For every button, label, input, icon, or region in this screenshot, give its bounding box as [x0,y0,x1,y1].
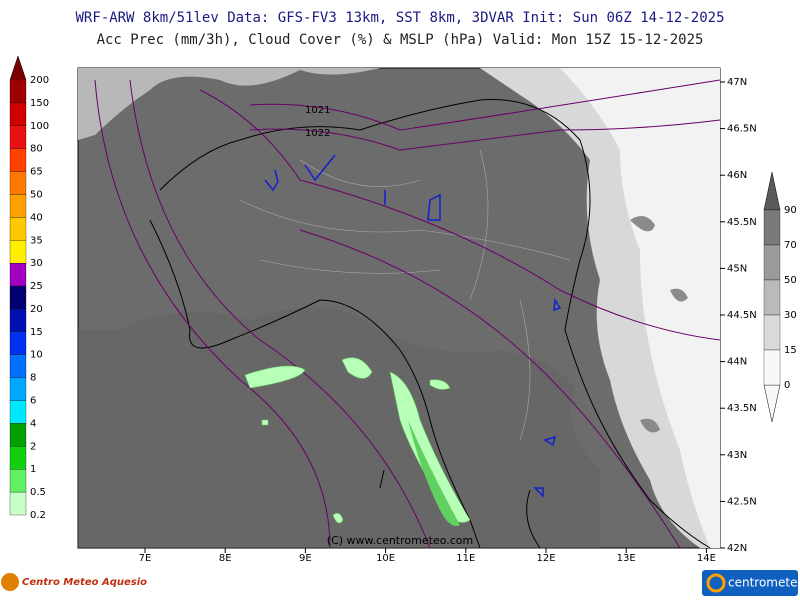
colorbar-segment [9,331,27,355]
colorbar-label: 10 [30,350,43,361]
colorbar-segment [9,491,27,516]
map: 1021 1022 (C) www.centrometeo.com [77,67,721,549]
colorbar-cap [9,55,27,81]
lat-label: 43N [727,450,747,461]
lat-label: 44N [727,357,747,368]
logo-text: Centro Meteo Aquesio [22,577,147,588]
colorbar-segment [9,171,27,195]
colorbar-label: 6 [30,396,36,407]
isobar-label: 1022 [305,128,330,139]
lat-label: 45.5N [727,217,757,228]
colorbar-label: 80 [30,144,43,155]
lat-label: 46.5N [727,124,757,135]
lon-label: 14E [697,553,716,564]
logo-icon [706,573,726,593]
colorbar-label: 35 [30,235,43,246]
colorbar-label: 0 [784,380,790,391]
colorbar-segment [9,240,27,264]
header-line1: WRF-ARW 8km/51lev Data: GFS-FV3 13km, SS… [75,10,724,26]
colorbar-label: 70 [784,240,797,251]
colorbar-segment [9,79,27,104]
isobar-label: 1021 [305,105,330,116]
colorbar-cap [763,171,781,211]
colorbar-label: 65 [30,167,43,178]
colorbar-segment [9,400,27,424]
colorbar-segment [9,217,27,241]
colorbar-label: 100 [30,121,49,132]
colorbar-label: 30 [30,258,43,269]
colorbar-label: 0.2 [30,510,46,521]
credit: (C) www.centrometeo.com [327,534,473,547]
colorbar-segment [9,446,27,470]
regions [239,149,571,441]
colorbar-label: 4 [30,418,36,429]
lat-label: 46N [727,170,747,181]
lon-label: 13E [617,553,636,564]
logo-icon [1,573,19,591]
colorbar-label: 8 [30,373,36,384]
precip-core [408,420,460,526]
lon-label: 9E [299,553,312,564]
precip-areas [244,357,471,524]
lat-label: 44.5N [727,310,757,321]
colorbar-segment [763,279,781,316]
colorbar-label: 20 [30,304,43,315]
colorbar-label: 1 [30,464,36,475]
colorbar-label: 15 [30,327,43,338]
colorbar-segment [9,102,27,126]
colorbar-segment [9,354,27,378]
colorbar-segment [9,469,27,493]
logo-left: Centro Meteo Aquesio [1,573,147,591]
colorbar-segment [9,423,27,447]
lakes [264,154,562,498]
colorbar-segment [763,349,781,386]
colorbar-label: 2 [30,441,36,452]
isobars [94,79,721,549]
colorbar-label: 50 [30,189,43,200]
colorbar-segment [10,79,26,81]
colorbar-label: 0.5 [30,487,46,498]
colorbar-label: 90 [784,205,797,216]
colorbar-segment [9,263,27,287]
lon-label: 8E [219,553,232,564]
lon-label: 11E [456,553,475,564]
cloud-clear-area [78,68,380,140]
colorbar-segment [763,209,781,246]
lon-label: 7E [139,553,152,564]
header-line2: Acc Prec (mm/3h), Cloud Cover (%) & MSLP… [97,32,704,48]
colorbar-segment [763,244,781,281]
colorbar-segment [9,308,27,332]
colorbar-label: 40 [30,212,43,223]
colorbar-segment [9,285,27,310]
colorbar-segment [763,314,781,351]
colorbar-segment [9,377,27,401]
lat-label: 42.5N [727,496,757,507]
colorbar-label: 30 [784,310,797,321]
colorbar-label: 200 [30,75,49,86]
cloud-clear-area [560,68,720,548]
precip-colorbar: 200 150 100 80 65 50 40 35 30 25 20 15 10 8 6 4 2 1 0.5 0.2 [9,55,49,521]
colorbar-segment [9,125,27,149]
lat-label: 42N [727,543,747,554]
colorbar-label: 150 [30,98,49,109]
logo-right: centrometeo [702,570,800,596]
logo-box [702,570,798,596]
lon-label: 12E [536,553,555,564]
cloud-colorbar: 90 70 50 30 15 0 [763,171,797,423]
lat-label: 47N [727,77,747,88]
lat-label: 43.5N [727,403,757,414]
lat-label: 45N [727,263,747,274]
colorbar-segment [9,148,27,172]
colorbar-segment [9,194,27,218]
axis-labels: 7E 8E 9E 10E 11E 12E 13E 14E 47N 46.5N 46N 45.5N 45N… [139,77,757,564]
colorbar-label: 25 [30,281,43,292]
colorbar-cap [763,384,781,423]
logo-text: centrometeo [728,576,800,590]
sea-area [78,307,600,548]
lon-label: 10E [376,553,395,564]
colorbar-label: 15 [784,345,797,356]
colorbar-label: 50 [784,275,797,286]
borders [149,99,711,549]
